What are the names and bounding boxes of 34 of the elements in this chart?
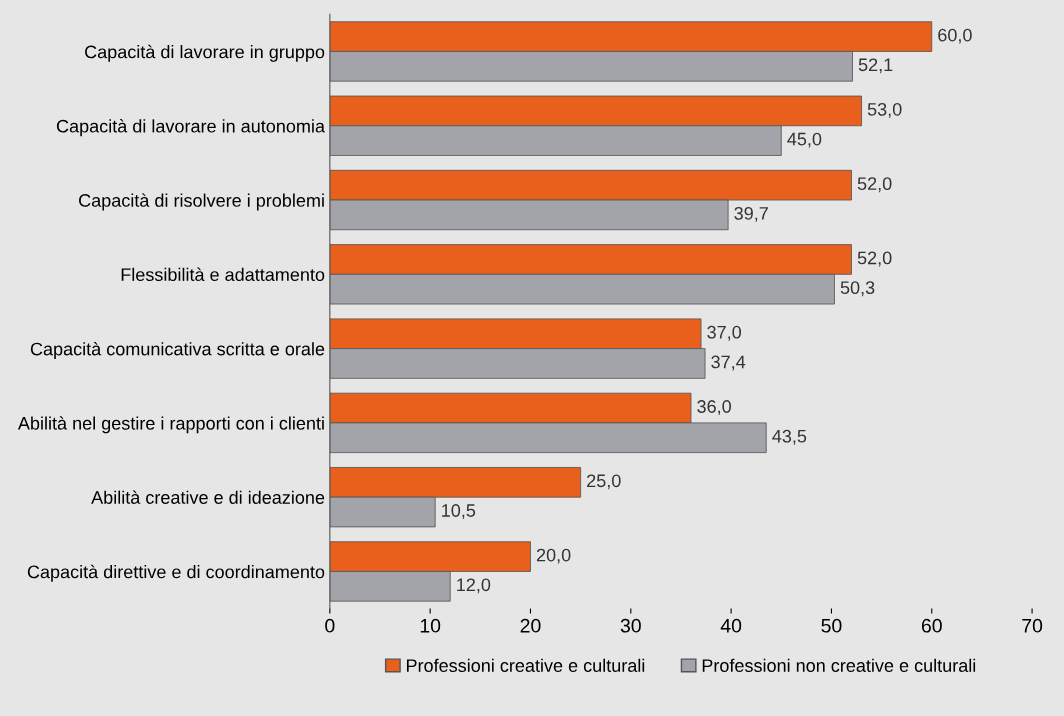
x-tick-label: 50 [821, 618, 842, 633]
data-label: 20,0 [536, 548, 571, 564]
data-label: 39,7 [734, 206, 768, 222]
legend-label: Professioni non creative e culturali [702, 658, 976, 672]
y-tick-label: Abilità creative e di ideazione [91, 490, 325, 504]
x-tick-label: 0 [325, 618, 335, 633]
data-label: 52,1 [858, 58, 893, 74]
y-tick-label: Abilità nel gestire i rapporti con i clienti [17, 416, 324, 434]
x-tick-label: 10 [420, 618, 441, 633]
x-tick-label: 60 [921, 618, 942, 633]
y-tick-label: Capacità di lavorare in autonomia [56, 119, 325, 137]
y-tick-label: Capacità di risolvere i problemi [79, 193, 324, 211]
x-tick-label: 30 [620, 618, 641, 633]
x-tick-label: 20 [520, 618, 541, 633]
data-label: 53,0 [867, 102, 902, 118]
data-label: 37,4 [711, 355, 746, 371]
data-label: 36,0 [697, 400, 731, 416]
data-label: 52,0 [857, 177, 892, 193]
data-label: 52,0 [857, 251, 892, 267]
data-label: 10,5 [442, 504, 476, 520]
x-tick-label: 40 [720, 618, 742, 633]
y-tick-label: Capacità di lavorare in gruppo [85, 44, 325, 62]
legend-label: Professioni creative e culturali [406, 658, 645, 672]
data-label: 50,3 [840, 281, 875, 297]
data-label: 43,5 [772, 429, 807, 445]
data-label: 60,0 [938, 28, 972, 44]
x-tick-label: 70 [1022, 618, 1043, 633]
y-tick-label: Flessibilità e adattamento [121, 267, 325, 282]
data-label: 25,0 [587, 474, 621, 490]
y-tick-label: Capacità direttive e di coordinamento [27, 564, 325, 582]
y-tick-label: Capacità comunicativa scritta e orale [30, 341, 325, 359]
data-label: 37,0 [707, 325, 742, 341]
data-label: 12,0 [457, 578, 491, 594]
data-label: 45,0 [787, 132, 822, 148]
